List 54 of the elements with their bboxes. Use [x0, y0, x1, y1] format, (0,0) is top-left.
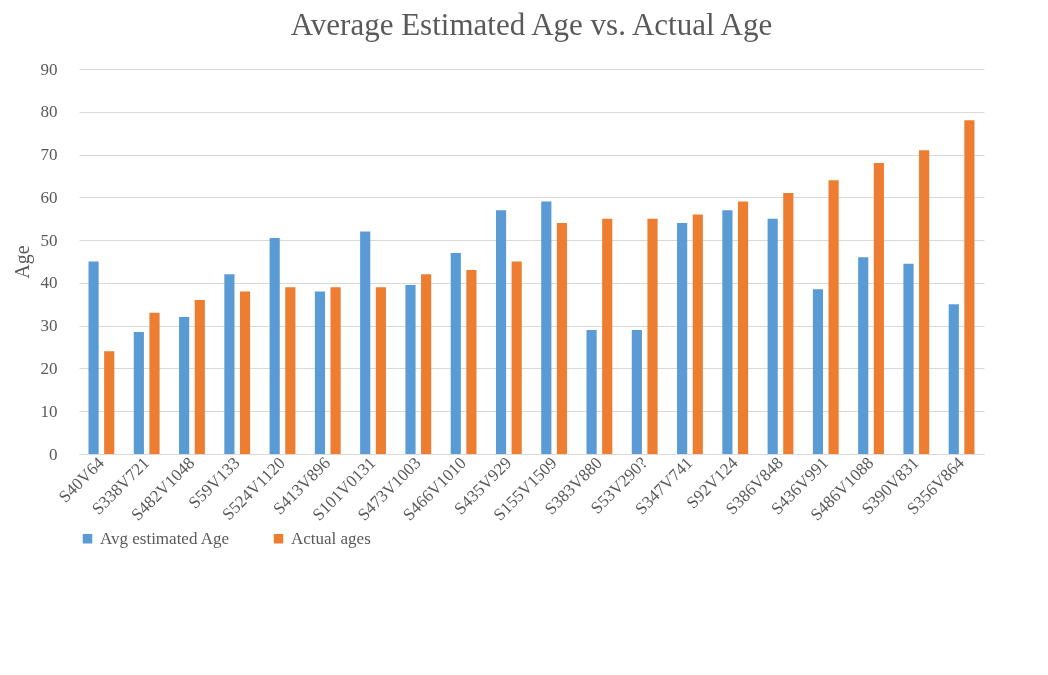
- bar: [133, 332, 144, 454]
- bar: [903, 263, 914, 454]
- bar: [104, 351, 115, 454]
- bar: [783, 193, 794, 454]
- bar: [285, 287, 296, 454]
- bar: [828, 180, 839, 454]
- bar: [919, 150, 930, 454]
- y-tick-label: 70: [40, 145, 58, 165]
- bar: [450, 252, 461, 454]
- bar: [149, 312, 160, 454]
- y-tick-label: 10: [40, 401, 58, 421]
- bar: [421, 274, 432, 454]
- bar: [556, 223, 568, 454]
- bar: [239, 291, 251, 454]
- legend-label: Actual ages: [291, 528, 371, 548]
- y-tick-label: 60: [40, 187, 58, 207]
- y-tick-label: 80: [40, 102, 58, 122]
- bar: [466, 270, 477, 454]
- bar: [314, 291, 326, 454]
- y-tick-label: 90: [40, 59, 58, 79]
- legend-label: Avg estimated Age: [100, 528, 230, 548]
- chart-title: Average Estimated Age vs. Actual Age: [290, 7, 773, 42]
- bar: [647, 218, 658, 454]
- bar: [722, 210, 733, 454]
- bar: [330, 287, 341, 454]
- bar: [224, 274, 235, 454]
- bar: [767, 218, 778, 454]
- bar: [677, 223, 688, 454]
- bar: [873, 163, 884, 454]
- y-tick-label: 30: [40, 316, 58, 336]
- bar: [541, 201, 552, 454]
- bar: [948, 304, 959, 454]
- bar: [88, 261, 99, 454]
- bar: [179, 317, 190, 454]
- bar: [495, 210, 507, 454]
- bar: [405, 285, 416, 454]
- bar: [737, 201, 749, 454]
- bar: [269, 237, 280, 454]
- y-axis-title: Age: [10, 245, 34, 279]
- bar: [812, 289, 824, 454]
- bar: [631, 329, 642, 454]
- y-tick-label: 20: [40, 358, 58, 378]
- bar: [586, 329, 597, 454]
- bar: [858, 257, 869, 454]
- y-tick-label: 50: [40, 230, 58, 250]
- y-tick-label: 40: [40, 273, 58, 293]
- bar: [194, 300, 205, 454]
- y-tick-label: 0: [49, 444, 58, 464]
- bar: [602, 218, 613, 454]
- bar: [360, 231, 371, 454]
- bar: [692, 214, 703, 454]
- bar: [964, 120, 975, 454]
- bar: [375, 287, 386, 454]
- bar: [511, 261, 522, 454]
